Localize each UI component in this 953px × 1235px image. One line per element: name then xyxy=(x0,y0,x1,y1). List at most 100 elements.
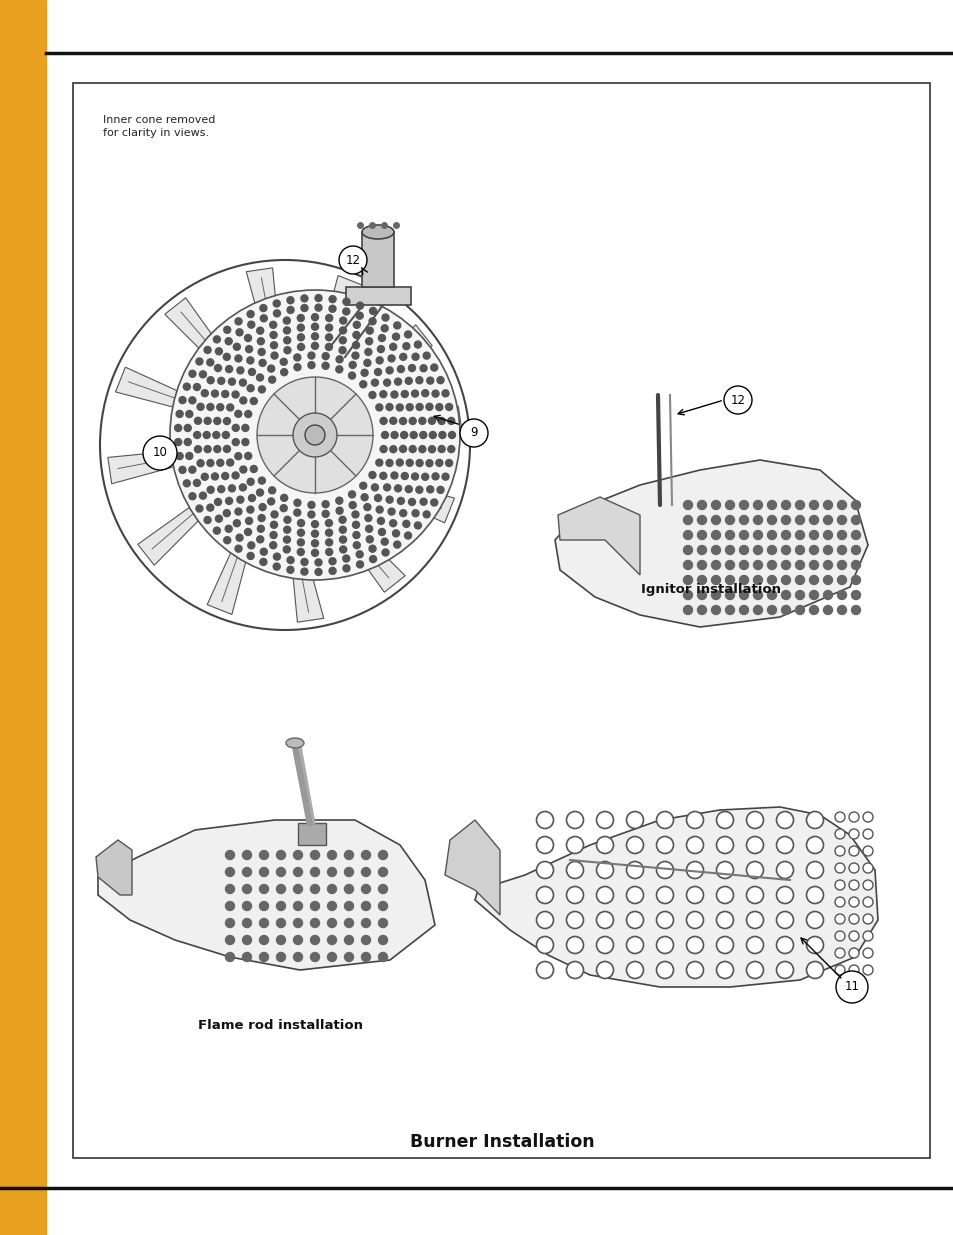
Circle shape xyxy=(711,561,720,569)
Circle shape xyxy=(247,506,253,513)
Circle shape xyxy=(248,494,255,501)
Circle shape xyxy=(365,337,373,345)
Circle shape xyxy=(274,310,280,317)
Circle shape xyxy=(378,529,385,536)
Circle shape xyxy=(232,438,239,446)
Circle shape xyxy=(344,902,354,910)
Circle shape xyxy=(242,425,249,431)
Circle shape xyxy=(201,390,208,396)
Circle shape xyxy=(566,936,583,953)
Circle shape xyxy=(379,390,386,398)
Circle shape xyxy=(437,417,445,425)
Circle shape xyxy=(686,962,702,978)
Circle shape xyxy=(378,884,387,893)
Circle shape xyxy=(716,887,733,904)
Text: 12: 12 xyxy=(345,253,360,267)
Circle shape xyxy=(244,529,252,536)
Circle shape xyxy=(225,952,234,962)
Circle shape xyxy=(297,548,304,556)
Circle shape xyxy=(377,346,384,352)
Circle shape xyxy=(375,506,383,513)
Circle shape xyxy=(349,501,355,509)
Circle shape xyxy=(837,500,845,510)
Circle shape xyxy=(448,431,455,438)
Text: 9: 9 xyxy=(470,426,477,440)
Circle shape xyxy=(270,321,276,329)
Circle shape xyxy=(822,576,832,584)
Circle shape xyxy=(862,931,872,941)
Circle shape xyxy=(305,425,325,445)
Circle shape xyxy=(739,576,748,584)
Circle shape xyxy=(405,378,412,384)
Circle shape xyxy=(809,605,818,615)
Circle shape xyxy=(745,962,762,978)
Circle shape xyxy=(353,342,359,348)
Circle shape xyxy=(781,546,790,555)
Circle shape xyxy=(445,404,452,410)
Circle shape xyxy=(294,851,302,860)
Circle shape xyxy=(259,851,268,860)
Circle shape xyxy=(781,576,790,584)
Polygon shape xyxy=(115,367,255,429)
Circle shape xyxy=(418,417,425,425)
Polygon shape xyxy=(314,462,454,522)
Circle shape xyxy=(339,546,346,553)
Circle shape xyxy=(271,352,277,359)
Circle shape xyxy=(233,343,240,351)
Circle shape xyxy=(795,500,803,510)
Circle shape xyxy=(248,542,254,548)
Circle shape xyxy=(739,531,748,540)
Circle shape xyxy=(724,546,734,555)
Circle shape xyxy=(401,390,408,398)
Circle shape xyxy=(851,590,860,599)
Circle shape xyxy=(805,936,822,953)
Circle shape xyxy=(259,504,266,510)
Circle shape xyxy=(195,505,203,513)
Circle shape xyxy=(378,935,387,945)
Circle shape xyxy=(566,836,583,853)
Circle shape xyxy=(421,390,428,396)
Circle shape xyxy=(395,485,401,492)
Circle shape xyxy=(193,479,200,487)
Circle shape xyxy=(234,545,242,552)
Circle shape xyxy=(294,902,302,910)
Circle shape xyxy=(862,846,872,856)
Circle shape xyxy=(369,472,375,478)
Bar xyxy=(297,823,326,845)
Circle shape xyxy=(767,590,776,599)
Circle shape xyxy=(300,568,308,576)
Circle shape xyxy=(203,431,210,438)
Circle shape xyxy=(221,390,229,398)
Circle shape xyxy=(355,551,363,558)
Circle shape xyxy=(716,862,733,878)
Circle shape xyxy=(395,378,401,385)
Circle shape xyxy=(195,358,203,366)
Circle shape xyxy=(197,404,204,410)
Circle shape xyxy=(753,561,761,569)
Circle shape xyxy=(270,531,276,538)
Circle shape xyxy=(268,498,274,505)
Circle shape xyxy=(822,531,832,540)
Circle shape xyxy=(239,466,247,473)
Circle shape xyxy=(189,370,195,377)
Circle shape xyxy=(656,811,673,829)
Circle shape xyxy=(421,473,428,480)
Circle shape xyxy=(361,952,370,962)
Circle shape xyxy=(314,304,322,311)
Circle shape xyxy=(225,884,234,893)
Circle shape xyxy=(805,887,822,904)
Circle shape xyxy=(276,884,285,893)
Circle shape xyxy=(716,911,733,929)
Circle shape xyxy=(269,487,275,494)
Circle shape xyxy=(361,902,370,910)
Circle shape xyxy=(399,510,406,516)
Circle shape xyxy=(753,546,761,555)
Circle shape xyxy=(339,327,346,333)
Circle shape xyxy=(686,911,702,929)
Circle shape xyxy=(250,398,257,405)
Circle shape xyxy=(344,935,354,945)
Circle shape xyxy=(375,357,383,364)
Circle shape xyxy=(862,863,872,873)
Circle shape xyxy=(795,605,803,615)
Circle shape xyxy=(225,366,233,373)
